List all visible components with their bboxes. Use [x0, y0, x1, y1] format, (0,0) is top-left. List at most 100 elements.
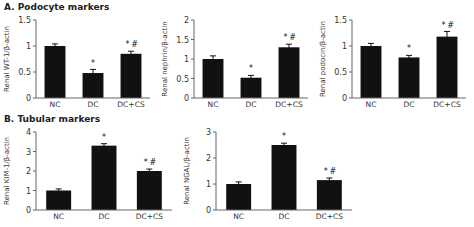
error-line [289, 44, 290, 50]
annotation: * [249, 64, 253, 73]
y-tick-label: 1 [26, 187, 31, 196]
error-cap [406, 59, 412, 60]
bar [361, 46, 382, 98]
annotation: * [282, 132, 286, 141]
y-tick-label: 4 [26, 128, 31, 137]
annotation: * [144, 158, 148, 167]
x-tick-label: DC+CS [433, 100, 461, 109]
y-tick-label: 1.5 [176, 36, 189, 45]
error-cap [326, 182, 332, 183]
plot-area [226, 143, 342, 210]
error-line [284, 143, 285, 147]
x-tick-label: DC+CS [136, 212, 164, 221]
x-tick-label: DC [245, 100, 256, 109]
bar [203, 59, 224, 98]
x-tick-label: NC [208, 100, 219, 109]
bar [83, 73, 104, 98]
error-cap [146, 169, 152, 170]
plot-area [45, 44, 142, 98]
x-tick-label: NC [366, 100, 377, 109]
error-bar [101, 144, 107, 148]
y-tick-label: 2 [184, 16, 189, 25]
section-title: B. Tubular markers [4, 114, 100, 124]
chart: A. Podocyte markers00.511.5Renal WT-1/β-… [3, 2, 150, 109]
x-tick-label: DC [87, 100, 98, 109]
chart: 00.511.52Renal nephrin/β-actin**#NCDCDC+… [161, 16, 308, 109]
x-tick-label: DC [98, 212, 109, 221]
annotation: * [442, 21, 446, 30]
plot-area [203, 44, 300, 98]
annotation: # [289, 33, 296, 42]
error-bar [444, 31, 450, 41]
error-cap [248, 80, 254, 81]
bar [272, 145, 297, 210]
error-cap [248, 75, 254, 76]
error-cap [128, 51, 134, 52]
error-cap [56, 188, 62, 189]
y-tick-label: 0.5 [18, 68, 31, 77]
x-tick-label: NC [50, 100, 61, 109]
error-line [251, 75, 252, 80]
chart: 00.511.5Renal podocin/β-actin**#NCDCDC+C… [319, 16, 466, 109]
error-cap [406, 55, 412, 56]
error-line [149, 169, 150, 173]
y-axis-label: Renal NGAL/β-actin [183, 137, 191, 205]
error-line [371, 43, 372, 48]
y-tick-label: 1 [342, 42, 347, 51]
error-line [55, 44, 56, 48]
annotation: * [284, 33, 288, 42]
annotation: # [149, 158, 156, 167]
error-bar [90, 69, 96, 76]
plot-area [361, 31, 458, 98]
error-bar [248, 75, 254, 80]
error-line [104, 144, 105, 148]
y-tick-label: 3 [206, 128, 211, 137]
bar [317, 180, 342, 210]
y-tick-label: 1 [184, 55, 189, 64]
bar [437, 37, 458, 98]
x-tick-label: NC [233, 212, 244, 221]
annotation: * [91, 59, 95, 68]
error-bar [236, 182, 242, 186]
bar [399, 57, 420, 98]
error-cap [444, 41, 450, 42]
error-line [447, 31, 448, 41]
error-bar [406, 55, 412, 59]
error-bar [286, 44, 292, 50]
x-tick-label: NC [53, 212, 64, 221]
error-cap [236, 186, 242, 187]
y-tick-label: 0.5 [176, 75, 189, 84]
error-bar [281, 143, 287, 147]
error-cap [90, 76, 96, 77]
error-cap [368, 43, 374, 44]
annotation: * [407, 44, 411, 53]
error-bar [210, 56, 216, 62]
y-axis-label: Renal podocin/β-actin [319, 21, 327, 97]
annotation: # [447, 21, 454, 30]
error-cap [326, 178, 332, 179]
error-cap [210, 62, 216, 63]
error-cap [236, 181, 242, 182]
bar [137, 171, 162, 210]
error-cap [90, 69, 96, 70]
y-axis [36, 20, 37, 98]
x-tick-label: DC [278, 212, 289, 221]
y-tick-label: 1.5 [18, 16, 31, 25]
annotation: * [102, 133, 106, 142]
bar [241, 78, 262, 98]
x-axis [36, 210, 172, 211]
y-axis [352, 20, 353, 98]
y-tick-label: 1 [26, 42, 31, 51]
x-tick-label: DC+CS [316, 212, 344, 221]
error-line [93, 69, 94, 76]
error-cap [444, 31, 450, 32]
error-line [329, 178, 330, 182]
error-cap [52, 48, 58, 49]
bar [279, 47, 300, 98]
y-tick-label: 0 [26, 94, 31, 103]
error-cap [56, 192, 62, 193]
section-title: A. Podocyte markers [4, 2, 109, 12]
error-cap [286, 50, 292, 51]
bar [46, 191, 71, 211]
error-bar [128, 51, 134, 56]
